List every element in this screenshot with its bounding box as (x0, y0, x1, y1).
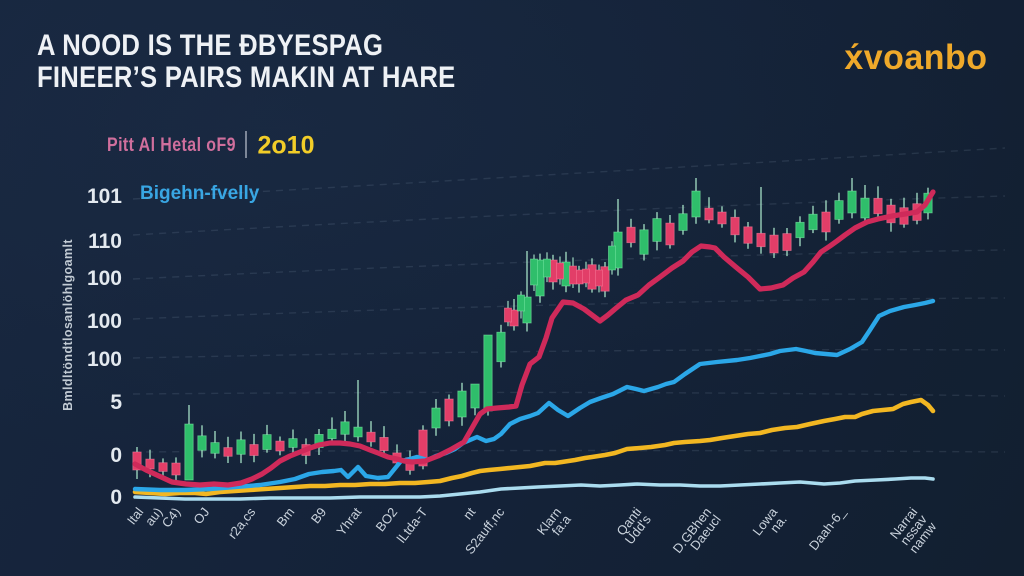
svg-text:Narrainssavnamw: Narrainssavnamw (887, 504, 940, 556)
svg-text:QantiUdd's: QantiUdd's (612, 504, 654, 547)
svg-text:BO2: BO2 (373, 505, 401, 535)
svg-text:C4): C4) (159, 505, 184, 531)
svg-text:B9: B9 (308, 505, 330, 527)
svg-text:101: 101 (87, 185, 122, 208)
svg-text:0: 0 (110, 444, 122, 467)
svg-text:Yhrat: Yhrat (333, 504, 364, 538)
svg-text:nt: nt (460, 504, 479, 522)
svg-text:0: 0 (110, 486, 122, 509)
svg-text:Lowana.: Lowana. (749, 504, 790, 546)
svg-text:5: 5 (110, 391, 122, 414)
svg-text:D.GBhenDaeucl: D.GBhenDaeucl (670, 505, 724, 564)
svg-text:Klarnfa:a: Klarnfa:a (534, 504, 574, 545)
svg-text:Bm: Bm (274, 505, 298, 530)
svg-text:100: 100 (87, 310, 122, 333)
svg-text:110: 110 (88, 230, 122, 253)
svg-text:r2a,cs: r2a,cs (225, 504, 259, 542)
svg-text:100: 100 (87, 267, 122, 290)
svg-text:lLtda-T: lLtda-T (394, 505, 431, 546)
svg-text:OJ: OJ (190, 505, 212, 527)
svg-text:Ital: Ital (124, 505, 147, 528)
svg-text:Daah-6_: Daah-6_ (806, 504, 849, 553)
svg-text:100: 100 (87, 348, 122, 371)
